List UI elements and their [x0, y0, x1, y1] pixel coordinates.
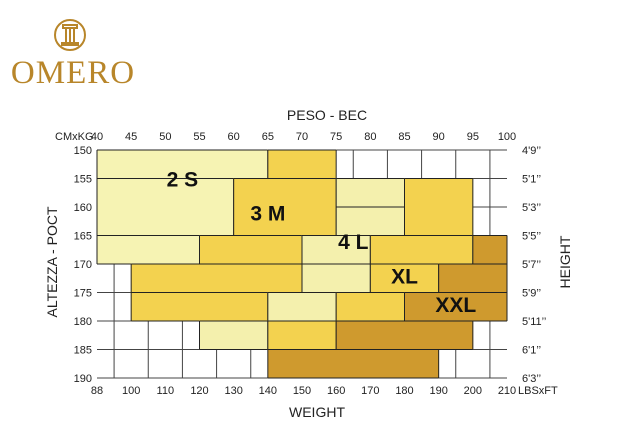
bottom-axis-tick: 190 [429, 385, 447, 397]
bottom-axis-tick: 150 [293, 385, 311, 397]
size-region-cell [96, 178, 234, 236]
size-regions [96, 149, 508, 379]
size-region-xl [267, 178, 474, 350]
brand-name: OMERO [11, 55, 135, 91]
size-region-cell [267, 349, 439, 379]
left-axis-tick: 175 [74, 288, 92, 300]
size-labels: 2 S 3 M 4 L XL XXL [167, 169, 477, 317]
y-axis-title-right: HEIGHT [557, 235, 573, 288]
top-axis-tick: 70 [296, 131, 308, 143]
size-label-3m: 3 M [250, 203, 285, 226]
column-emblem-icon [54, 19, 86, 51]
right-axis-tick: 4'9’’ [522, 145, 541, 157]
bottom-axis-tick: 210 [498, 385, 516, 397]
right-axis-tick: 6'3’’ [522, 373, 541, 385]
left-axis-tick: 155 [74, 174, 92, 186]
size-region-cell [199, 235, 303, 265]
top-axis-tick: 95 [467, 131, 479, 143]
size-region-cell [267, 149, 337, 179]
x-axis-title: WEIGHT [289, 404, 345, 420]
right-axis-tick: 5'11’’ [522, 316, 546, 328]
size-region-cell [370, 263, 439, 293]
bottom-axis-tick: 160 [327, 385, 345, 397]
top-axis-tick: 60 [228, 131, 240, 143]
brand-logo: OMERO [11, 19, 135, 91]
size-region-cell [233, 178, 337, 236]
size-region-3m [130, 149, 337, 322]
size-region-2s [96, 149, 269, 265]
bottom-axis-tick: 180 [395, 385, 413, 397]
top-axis-tick: 45 [125, 131, 137, 143]
top-axis-tick: 65 [262, 131, 274, 143]
size-region-cell [96, 235, 200, 265]
size-region-xxl [267, 235, 508, 379]
size-region-cell [130, 292, 269, 322]
top-axis-tick: 80 [364, 131, 376, 143]
size-region-cell [199, 320, 269, 350]
right-axis-tick: 5'1’’ [522, 174, 541, 186]
size-region-cell [335, 292, 405, 322]
size-label-2s: 2 S [167, 169, 199, 192]
size-label-4l: 4 L [338, 231, 369, 254]
size-label-xxl: XXL [435, 294, 476, 317]
left-axis-tick: 160 [74, 202, 92, 214]
tick-labels: 40 45 50 55 60 65 70 75 80 85 90 95 100 88 100 110 120 13… [74, 131, 547, 397]
right-axis-tick: 5'5’’ [522, 231, 541, 243]
size-region-cell [267, 320, 337, 350]
top-axis-tick: 50 [159, 131, 171, 143]
left-axis-tick: 150 [74, 145, 92, 157]
top-axis-tick: 90 [433, 131, 445, 143]
left-axis-tick: 190 [74, 373, 92, 385]
bottom-axis-tick: 170 [361, 385, 379, 397]
size-region-cell [335, 320, 474, 350]
size-region-cell [335, 178, 405, 208]
bottom-axis-tick: 140 [259, 385, 277, 397]
right-axis-tick: 5'9’’ [522, 288, 541, 300]
top-axis-tick: 100 [498, 131, 516, 143]
size-region-cell [267, 292, 337, 322]
top-axis-tick: 85 [398, 131, 410, 143]
bottom-axis-tick: 120 [190, 385, 208, 397]
bottom-axis-unit: LBSxFT [518, 385, 558, 397]
right-axis-tick: 6'1’’ [522, 345, 541, 357]
left-axis-tick: 185 [74, 345, 92, 357]
top-axis-tick: 75 [330, 131, 342, 143]
left-axis-tick: 165 [74, 231, 92, 243]
size-region-cell [472, 235, 508, 265]
right-axis-tick: 5'7’’ [522, 259, 541, 271]
top-axis-tick: 55 [193, 131, 205, 143]
right-axis-tick: 5'3’’ [522, 202, 541, 214]
bottom-axis-tick: 88 [91, 385, 103, 397]
left-axis-tick: 170 [74, 259, 92, 271]
top-axis-tick: 40 [91, 131, 103, 143]
size-region-cell [335, 206, 405, 236]
size-label-xl: XL [391, 265, 418, 288]
bottom-axis-tick: 100 [122, 385, 140, 397]
y-axis-title-left: ALTEZZA - POCT [44, 206, 60, 317]
top-axis-unit: CMxKG [55, 131, 94, 143]
bottom-axis-tick: 200 [464, 385, 482, 397]
size-region-cell [370, 235, 474, 265]
size-region-cell [301, 263, 371, 293]
left-axis-tick: 180 [74, 316, 92, 328]
bottom-axis-tick: 130 [224, 385, 242, 397]
size-region-cell [438, 263, 508, 293]
bottom-axis-tick: 110 [157, 385, 175, 397]
chart-title: PESO - BEC [287, 107, 367, 123]
size-region-cell [130, 263, 303, 293]
size-region-cell [404, 178, 474, 236]
